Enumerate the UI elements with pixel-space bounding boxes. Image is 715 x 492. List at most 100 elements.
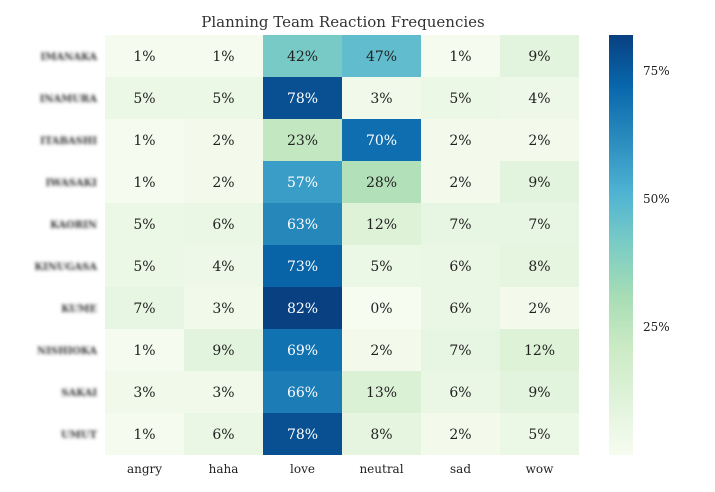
heatmap-cell: [263, 413, 342, 455]
cell-value-label: 12%: [524, 343, 555, 359]
x-tick-label: wow: [526, 462, 554, 476]
heatmap-cell: [105, 203, 184, 245]
heatmap-cell: [105, 413, 184, 455]
cell-value-label: 8%: [370, 427, 392, 443]
cell-value-label: 7%: [528, 217, 550, 233]
heatmap-cell: [500, 287, 579, 329]
y-tick-label: SAKAI: [61, 388, 97, 399]
y-tick-label: INAMURA: [40, 94, 98, 105]
heatmap-cell: [105, 245, 184, 287]
cell-value-label: 1%: [133, 427, 155, 443]
heatmap-cell: [421, 245, 500, 287]
cell-value-label: 7%: [449, 343, 471, 359]
heatmap-cell: [105, 35, 184, 77]
cell-value-label: 9%: [528, 175, 550, 191]
heatmap-cell: [184, 371, 263, 413]
heatmap-cell: [263, 287, 342, 329]
cell-value-label: 5%: [133, 259, 155, 275]
heatmap-cell: [263, 371, 342, 413]
heatmap-cell: [263, 245, 342, 287]
heatmap-cell: [263, 35, 342, 77]
heatmap-cell: [184, 161, 263, 203]
heatmap-cell: [184, 203, 263, 245]
cell-value-label: 5%: [528, 427, 550, 443]
heatmap-cell: [105, 371, 184, 413]
cell-value-label: 2%: [449, 133, 471, 149]
cell-value-label: 6%: [449, 259, 471, 275]
cell-value-label: 82%: [287, 301, 318, 317]
cell-value-label: 12%: [366, 217, 397, 233]
cell-value-label: 3%: [370, 91, 392, 107]
y-tick-label: UMUT: [61, 430, 98, 441]
cell-value-label: 5%: [449, 91, 471, 107]
heatmap-cell: [342, 35, 421, 77]
cell-value-label: 7%: [449, 217, 471, 233]
cell-value-label: 57%: [287, 175, 318, 191]
x-tick-label: sad: [450, 462, 471, 476]
heatmap-cell: [500, 161, 579, 203]
cell-value-label: 2%: [449, 175, 471, 191]
heatmap-cell: [500, 203, 579, 245]
heatmap-cell: [421, 371, 500, 413]
heatmap-cell: [500, 371, 579, 413]
heatmap-cell: [263, 119, 342, 161]
heatmap-cell: [105, 329, 184, 371]
cell-value-label: 3%: [212, 301, 234, 317]
heatmap-cell: [184, 329, 263, 371]
heatmap-cell: [105, 287, 184, 329]
heatmap-cell: [500, 119, 579, 161]
x-tick-label: neutral: [359, 462, 403, 476]
heatmap-cell: [342, 329, 421, 371]
heatmap-cell: [342, 287, 421, 329]
cell-value-label: 42%: [287, 49, 318, 65]
heatmap-cell: [421, 161, 500, 203]
cell-value-label: 0%: [370, 301, 392, 317]
heatmap-cell: [184, 35, 263, 77]
cell-value-label: 8%: [528, 259, 550, 275]
heatmap-cell: [342, 161, 421, 203]
heatmap-cell: [184, 77, 263, 119]
heatmap-cell: [500, 413, 579, 455]
cell-value-label: 23%: [287, 133, 318, 149]
heatmap-cell: [263, 329, 342, 371]
colorbar-tick-label: 50%: [643, 192, 670, 206]
cell-value-label: 1%: [133, 343, 155, 359]
heatmap-cell: [342, 413, 421, 455]
cell-value-label: 70%: [366, 133, 397, 149]
heatmap-cell: [421, 35, 500, 77]
cell-value-label: 6%: [449, 301, 471, 317]
cell-value-label: 1%: [133, 133, 155, 149]
heatmap-cells: 1% 1% 42% 47% 1% 9% 5% 5% 78% 3% 5% 4% 1% 2% 23% 70% 2% 2…: [105, 35, 579, 455]
heatmap-cell: [342, 77, 421, 119]
cell-value-label: 73%: [287, 259, 318, 275]
heatmap-cell: [500, 329, 579, 371]
x-tick-label: angry: [127, 462, 162, 476]
cell-value-label: 1%: [133, 175, 155, 191]
heatmap-cell: [500, 35, 579, 77]
heatmap-cell: [263, 203, 342, 245]
heatmap-cell: [263, 161, 342, 203]
cell-value-label: 47%: [366, 49, 397, 65]
heatmap-cell: [184, 245, 263, 287]
cell-value-label: 6%: [212, 427, 234, 443]
y-axis-ticks: IMANAKA INAMURA ITABASHI IWASAKI KAORIN KINUG…: [34, 52, 97, 441]
cell-value-label: 3%: [133, 385, 155, 401]
y-tick-label: NISHIOKA: [37, 346, 97, 357]
heatmap-cell: [342, 371, 421, 413]
heatmap-cell: [342, 119, 421, 161]
heatmap-cell: [184, 119, 263, 161]
heatmap-cell: [421, 413, 500, 455]
heatmap-cell: [105, 161, 184, 203]
y-tick-label: IMANAKA: [41, 52, 98, 63]
cell-value-label: 2%: [449, 427, 471, 443]
cell-value-label: 78%: [287, 91, 318, 107]
colorbar: 25% 50% 75%: [609, 35, 670, 455]
y-tick-label: ITABASHI: [40, 136, 97, 147]
cell-value-label: 2%: [528, 301, 550, 317]
x-tick-label: love: [290, 462, 315, 476]
x-tick-label: haha: [209, 462, 239, 476]
colorbar-tick-label: 25%: [643, 320, 670, 334]
cell-value-label: 1%: [133, 49, 155, 65]
cell-value-label: 66%: [287, 385, 318, 401]
